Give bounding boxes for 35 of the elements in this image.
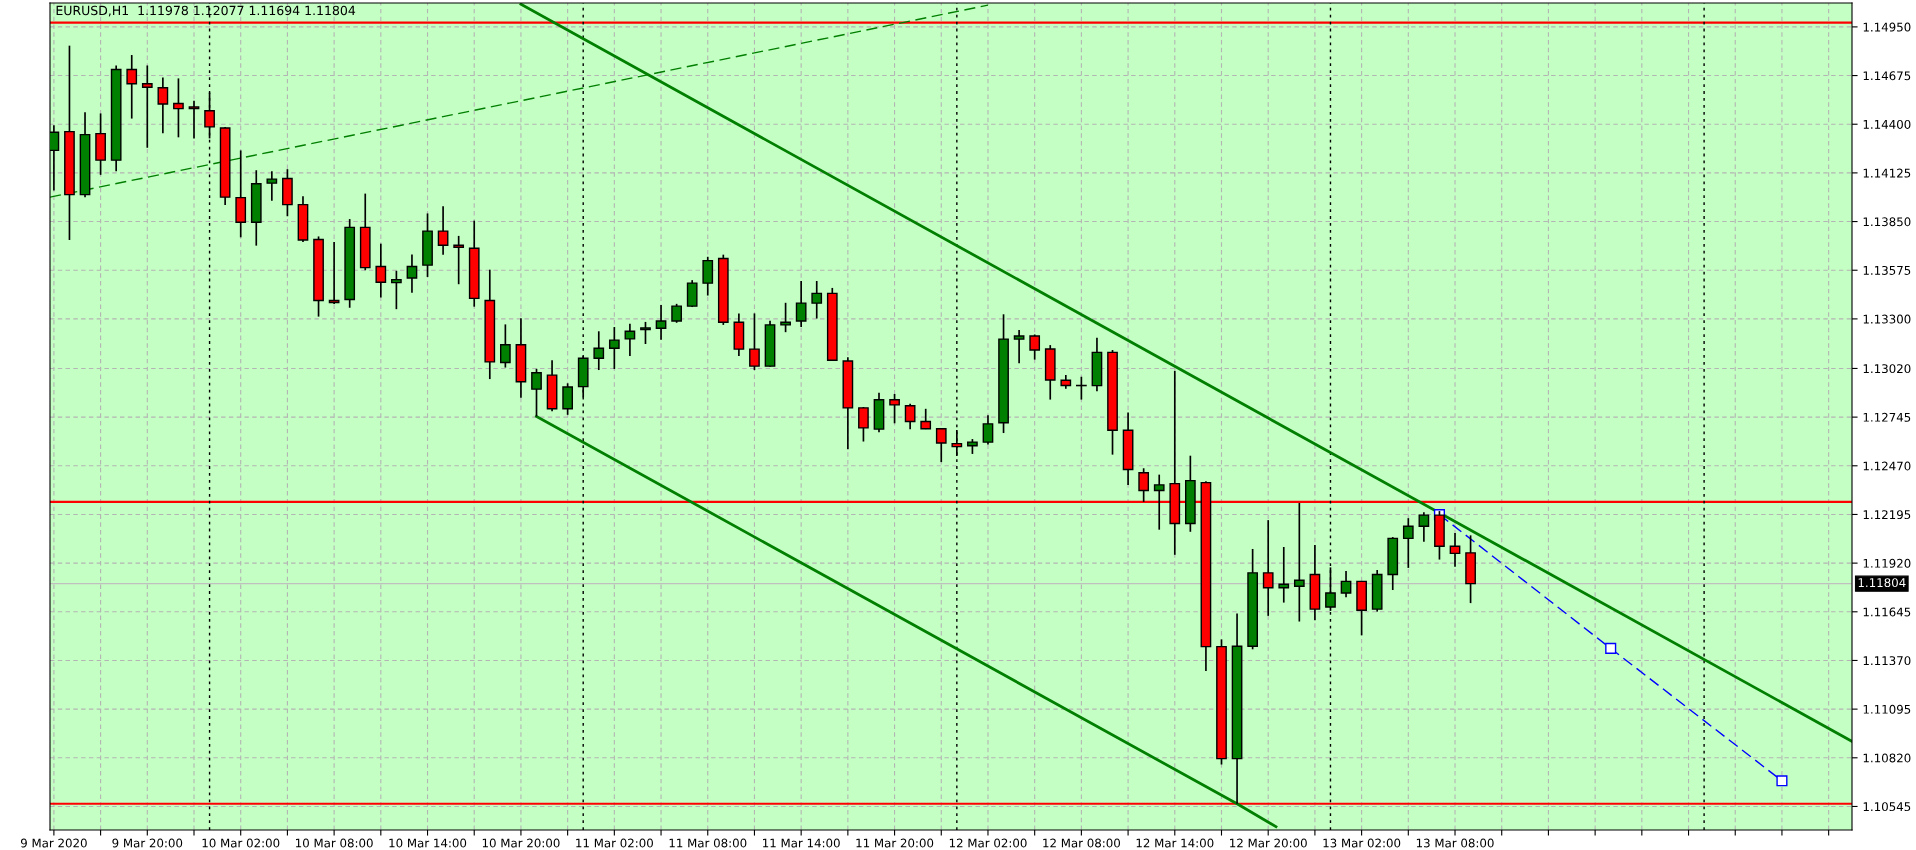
y-tick-label: 1.11095	[1863, 704, 1911, 714]
y-tick-label: 1.10820	[1863, 753, 1911, 763]
y-tick-label: 1.13575	[1863, 265, 1911, 275]
x-tick-label: 12 Mar 02:00	[949, 838, 1027, 848]
x-tick-label: 10 Mar 08:00	[296, 838, 373, 848]
x-tick-label: 10 Mar 20:00	[482, 838, 560, 848]
x-tick-label: 12 Mar 08:00	[1043, 838, 1121, 848]
y-tick-label: 1.13850	[1863, 217, 1911, 227]
x-tick-label: 10 Mar 02:00	[202, 838, 280, 848]
y-tick-label: 1.14125	[1863, 168, 1911, 178]
ref-line-label: 1.11804	[1858, 578, 1906, 588]
y-tick-label: 1.11370	[1863, 656, 1911, 666]
y-tick-label: 1.14950	[1863, 22, 1911, 32]
x-tick-label: 9 Mar 2020	[20, 838, 87, 848]
y-tick-label: 1.10545	[1863, 802, 1911, 812]
x-tick-label: 13 Mar 08:00	[1416, 838, 1494, 848]
x-tick-label: 11 Mar 08:00	[669, 838, 747, 848]
y-tick-label: 1.12470	[1863, 461, 1911, 471]
x-tick-label: 11 Mar 14:00	[763, 838, 840, 848]
chart-title: EURUSD,H1 1.11978 1.12077 1.11694 1.11804	[56, 5, 356, 17]
y-tick-label: 1.14400	[1863, 119, 1911, 129]
y-tick-label: 1.13300	[1863, 314, 1911, 324]
x-tick-label: 11 Mar 20:00	[856, 838, 934, 848]
y-tick-label: 1.11920	[1863, 558, 1911, 568]
y-tick-label: 1.14675	[1863, 71, 1911, 81]
x-tick-label: 12 Mar 14:00	[1136, 838, 1214, 848]
x-tick-label: 10 Mar 14:00	[389, 838, 467, 848]
y-tick-label: 1.12745	[1863, 412, 1911, 422]
x-tick-label: 12 Mar 20:00	[1230, 838, 1307, 848]
x-tick-label: 13 Mar 02:00	[1323, 838, 1401, 848]
y-tick-label: 1.12195	[1863, 510, 1911, 520]
x-tick-label: 11 Mar 02:00	[576, 838, 653, 848]
x-tick-label: 9 Mar 20:00	[112, 838, 183, 848]
y-tick-label: 1.13020	[1863, 364, 1911, 374]
y-tick-label: 1.11645	[1863, 607, 1911, 617]
